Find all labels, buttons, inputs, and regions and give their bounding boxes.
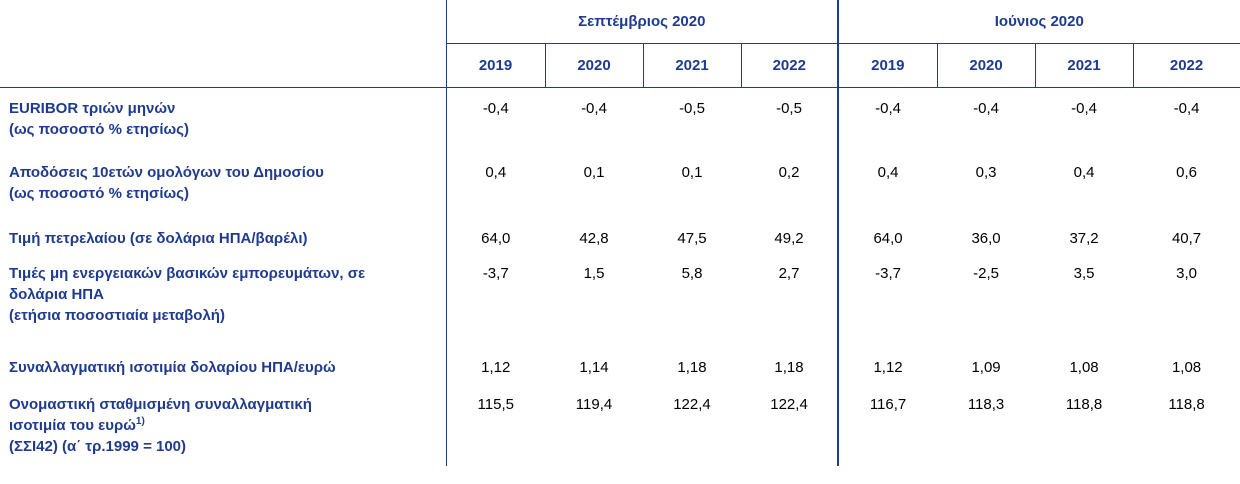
table-cell: 1,12 (445, 346, 545, 384)
year-header-row: 2019 2020 2021 2022 2019 2020 2021 2022 (0, 43, 1240, 88)
table-cell: -2,5 (973, 264, 999, 282)
row-label: Αποδόσεις 10ετών ομολόγων του Δημοσίου (… (0, 152, 446, 218)
table-cell: 0,4 (445, 151, 545, 218)
table-cell: 118,8 (1168, 395, 1205, 413)
row-label-line: Αποδόσεις 10ετών ομολόγων του Δημοσίου (9, 163, 324, 181)
table-cell: -0,5 (679, 100, 705, 117)
table-cell: 1,08 (1171, 358, 1202, 376)
table-cell: 0,1 (583, 163, 605, 181)
row-label-line: ισοτιμία του ευρώ (9, 416, 136, 434)
table-cell: 122,4 (673, 395, 711, 413)
year-header: 2019 (445, 43, 545, 88)
table-cell: 5,8 (681, 264, 703, 282)
table-cell: 37,2 (1069, 229, 1099, 247)
table-row: EURIBOR τριών μηνών (ως ποσοστό % ετησίω… (0, 87, 1240, 152)
row-label-line: (ετήσια ποσοστιαία μεταβολή) (9, 306, 225, 324)
table-row: Τιμές μη ενεργειακών βασικών εμπορευμάτω… (0, 252, 1240, 347)
table-cell: 42,8 (579, 229, 609, 247)
row-label-line: (ως ποσοστό % ετησίως) (9, 121, 189, 138)
row-label-line: EURIBOR τριών μηνών (9, 100, 176, 117)
assumptions-table: Σεπτέμβριος 2020 Ιούνιος 2020 2019 2020 … (0, 0, 1240, 466)
header-blank (0, 0, 446, 44)
table-cell: 40,7 (1171, 229, 1202, 247)
header-blank-2 (0, 43, 446, 88)
table-cell: 0,3 (975, 163, 997, 181)
row-label: Τιμή πετρελαίου (σε δολάρια ΗΠΑ/βαρέλι) (0, 218, 446, 253)
table-cell: -0,4 (1173, 100, 1200, 117)
table-cell: -3,7 (837, 252, 938, 347)
table-cell: 1,5 (583, 264, 605, 282)
table-cell: 64,0 (445, 217, 545, 253)
table-cell: 118,8 (1065, 395, 1103, 413)
row-label: Ονομαστική σταθμισμένη συναλλαγματική ισ… (0, 384, 446, 466)
table-cell: -0,4 (973, 100, 999, 117)
row-label: Συναλλαγματική ισοτιμία δολαρίου ΗΠΑ/ευρ… (0, 347, 446, 384)
year-header: 2022 (1132, 43, 1240, 88)
table-cell: 1,18 (774, 358, 804, 376)
table-cell: 0,4 (837, 151, 938, 218)
group-header-row: Σεπτέμβριος 2020 Ιούνιος 2020 (0, 0, 1240, 44)
table-cell: 118,3 (967, 395, 1005, 413)
table-cell: 0,2 (778, 163, 800, 181)
table-cell: 0,4 (1073, 163, 1095, 181)
year-header: 2019 (837, 43, 938, 88)
table-cell: -0,4 (1071, 100, 1097, 117)
table-cell: 115,5 (445, 383, 545, 466)
year-header: 2020 (544, 43, 643, 88)
row-label: Τιμές μη ενεργειακών βασικών εμπορευμάτω… (0, 253, 446, 347)
table-cell: 36,0 (971, 229, 1001, 247)
table-cell: 49,2 (774, 229, 804, 247)
table-row: Τιμή πετρελαίου (σε δολάρια ΗΠΑ/βαρέλι) … (0, 217, 1240, 253)
row-label-line: (ΣΣΙ42) (α΄ τρ.1999 = 100) (9, 437, 187, 455)
year-header: 2021 (642, 43, 741, 88)
table-cell: -0,5 (776, 100, 802, 117)
table-row: Συναλλαγματική ισοτιμία δολαρίου ΗΠΑ/ευρ… (0, 346, 1240, 384)
year-header: 2022 (740, 43, 839, 88)
footnote-marker: 1) (135, 415, 145, 427)
table-cell: -0,4 (581, 100, 607, 117)
table-cell: 116,7 (837, 383, 938, 466)
table-cell: 47,5 (677, 229, 707, 247)
group-header-september: Σεπτέμβριος 2020 (445, 0, 839, 44)
table-cell: -0,4 (445, 87, 545, 152)
table-cell: -0,4 (837, 87, 938, 152)
table-cell: 0,6 (1176, 163, 1197, 181)
group-header-june: Ιούνιος 2020 (837, 0, 1240, 44)
table-cell: 1,09 (971, 358, 1001, 376)
row-label: EURIBOR τριών μηνών (ως ποσοστό % ετησίω… (0, 88, 446, 152)
table-cell: 1,08 (1069, 358, 1099, 376)
table-cell: 64,0 (837, 217, 938, 253)
table-row: Αποδόσεις 10ετών ομολόγων του Δημοσίου (… (0, 151, 1240, 218)
row-label-line: (ως ποσοστό % ετησίως) (9, 184, 189, 202)
row-label-line: Τιμές μη ενεργειακών βασικών εμπορευμάτω… (9, 264, 366, 282)
year-header: 2020 (936, 43, 1036, 88)
table-cell: 3,5 (1073, 264, 1095, 282)
table-cell: 119,4 (575, 395, 613, 413)
row-label-line: Συναλλαγματική ισοτιμία δολαρίου ΗΠΑ/ευρ… (9, 358, 336, 376)
row-label-line: δολάρια ΗΠΑ (9, 285, 104, 303)
table-cell: 1,18 (677, 358, 707, 376)
table-cell: -3,7 (445, 252, 545, 347)
year-header: 2021 (1034, 43, 1134, 88)
table-cell: 122,4 (770, 395, 808, 413)
row-label-line: Τιμή πετρελαίου (σε δολάρια ΗΠΑ/βαρέλι) (9, 229, 308, 247)
row-label-line: Ονομαστική σταθμισμένη συναλλαγματική (9, 395, 312, 413)
table-cell: 2,7 (778, 264, 800, 282)
table-cell: 0,1 (681, 163, 703, 181)
table-cell: 1,12 (837, 346, 938, 384)
table-row: Ονομαστική σταθμισμένη συναλλαγματική ισ… (0, 383, 1240, 466)
table-cell: 3,0 (1176, 264, 1197, 282)
table-cell: 1,14 (579, 358, 609, 376)
